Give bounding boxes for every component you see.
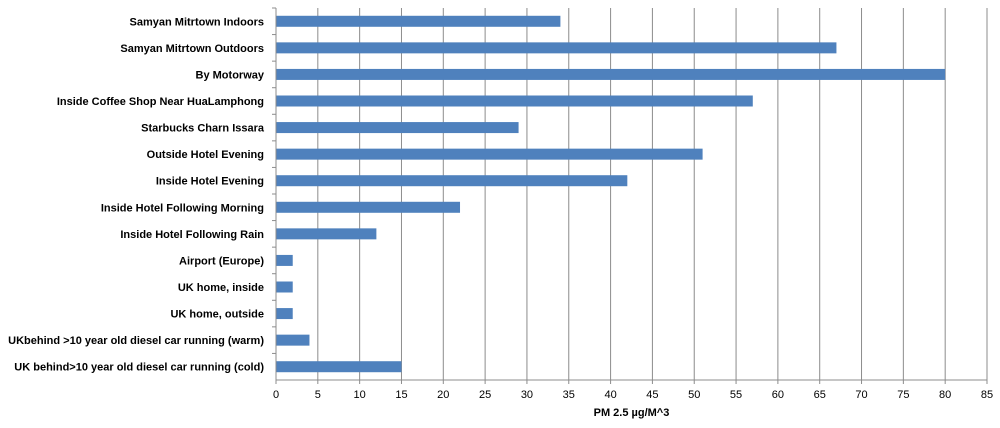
category-label: By Motorway	[196, 69, 265, 81]
x-tick-label: 5	[315, 389, 321, 401]
bar	[276, 95, 753, 107]
x-tick-label: 60	[772, 389, 784, 401]
bar	[276, 68, 946, 80]
bar	[276, 228, 377, 240]
x-tick-label: 30	[521, 389, 533, 401]
bar	[276, 148, 703, 160]
bar	[276, 308, 293, 320]
category-label: Samyan Mitrtown Outdoors	[120, 43, 264, 55]
x-tick-label: 85	[981, 389, 993, 401]
bar	[276, 122, 519, 134]
x-tick-label: 40	[604, 389, 616, 401]
category-label: Airport (Europe)	[179, 255, 264, 267]
bar	[276, 361, 402, 373]
x-tick-label: 65	[814, 389, 826, 401]
x-tick-label: 35	[563, 389, 575, 401]
bar	[276, 175, 628, 187]
bar	[276, 254, 293, 266]
category-label: Outside Hotel Evening	[147, 149, 264, 161]
x-tick-label: 50	[688, 389, 700, 401]
category-label: Samyan Mitrtown Indoors	[130, 16, 264, 28]
category-label: UKbehind >10 year old diesel car running…	[8, 335, 264, 347]
category-label: Starbucks Charn Issara	[141, 123, 265, 135]
bar	[276, 42, 837, 54]
x-tick-label: 20	[437, 389, 449, 401]
x-tick-label: 10	[354, 389, 366, 401]
category-label: UK behind>10 year old diesel car running…	[14, 362, 264, 374]
bar	[276, 334, 310, 346]
bar	[276, 281, 293, 293]
category-label: Inside Hotel Evening	[156, 176, 264, 188]
x-tick-label: 0	[273, 389, 279, 401]
x-axis-title: PM 2.5 µg/M^3	[594, 407, 670, 419]
bar	[276, 15, 561, 27]
category-label: Inside Hotel Following Rain	[120, 229, 264, 241]
category-label: Inside Hotel Following Morning	[101, 202, 264, 214]
x-tick-label: 80	[939, 389, 951, 401]
gridlines	[272, 7, 988, 384]
x-tick-label: 25	[479, 389, 491, 401]
category-label: UK home, outside	[170, 309, 264, 321]
category-label: UK home, inside	[178, 282, 264, 294]
bar	[276, 201, 461, 213]
category-label: Inside Coffee Shop Near HuaLamphong	[57, 96, 264, 108]
x-tick-label: 15	[395, 389, 407, 401]
x-tick-label: 55	[730, 389, 742, 401]
bars	[276, 15, 946, 373]
x-tick-labels: 0 5 10 15 20 25 30 35 40 45 50 55 60 65 70 75 80 85	[273, 389, 993, 401]
x-tick-label: 70	[855, 389, 867, 401]
x-tick-label: 75	[897, 389, 909, 401]
category-labels: Samyan Mitrtown Indoors Samyan Mitrtown O…	[8, 16, 265, 373]
x-tick-label: 45	[646, 389, 658, 401]
